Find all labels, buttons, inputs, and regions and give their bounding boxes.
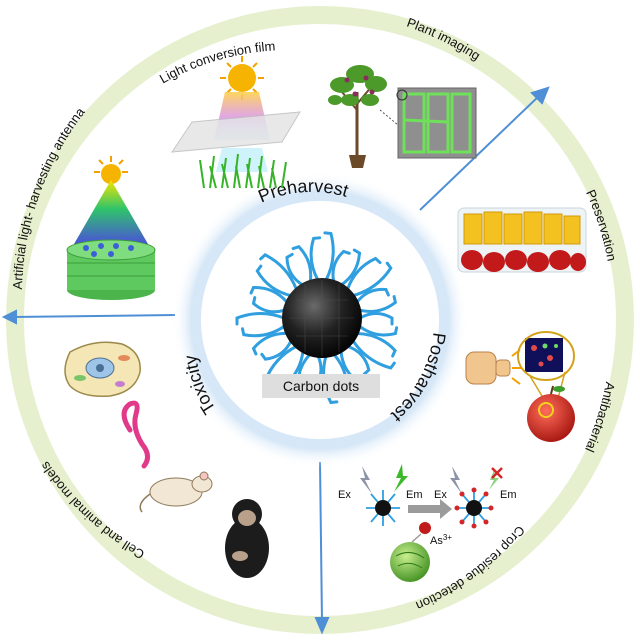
lightning-em-right (489, 470, 499, 490)
zoom-ellipse (517, 331, 575, 381)
lightning-em-left (394, 464, 408, 492)
cabbage-icon (390, 542, 430, 582)
potted-tree (328, 65, 387, 168)
antenna-sun-icon (94, 156, 128, 184)
ligand-strand (251, 296, 287, 314)
grass (199, 153, 287, 189)
ligand-strand (351, 338, 396, 370)
bacteria-image (525, 338, 563, 372)
em-right-label: Em (500, 489, 517, 501)
worm-icon (121, 400, 150, 469)
light-harvesting-antenna-illustration (66, 156, 156, 300)
cell-icon (64, 341, 141, 398)
ligand-strand (260, 338, 293, 361)
chimpanzee-icon (225, 499, 269, 578)
ligand-strand (309, 236, 322, 282)
antibacterial-illustration (465, 331, 575, 442)
ligand-strand (339, 248, 362, 287)
ligand-strand (331, 249, 351, 284)
em-left-label: Em (406, 489, 423, 501)
ligand-strand (351, 261, 393, 298)
ligand-strand (355, 287, 390, 305)
quench-x-icon (491, 467, 503, 479)
microscopy-image (397, 87, 477, 159)
antenna-stack (66, 239, 156, 300)
cell-and-animal-models-label: Cell and animal models (37, 459, 147, 563)
apple-icon (527, 394, 575, 442)
core-facets (290, 280, 354, 356)
arrowhead-down (314, 617, 330, 635)
fist-icon (465, 349, 522, 385)
ligand-strand (358, 312, 394, 326)
ligand-strand (345, 256, 382, 292)
ligand-strand (355, 331, 397, 358)
ligand-strands (235, 231, 399, 405)
ex-left-label: Ex (338, 489, 351, 501)
inner-disk-edge (191, 191, 449, 449)
ligand-strand (291, 244, 313, 284)
arrow-upper-right (419, 94, 541, 211)
center-label-box (262, 374, 380, 398)
arsenic-ion (419, 522, 431, 534)
ligand-strand (323, 231, 335, 282)
arrow-down (319, 461, 323, 623)
ligand-strand (259, 253, 299, 292)
center-label: Carbon dots (283, 378, 359, 394)
film-sheet (171, 111, 301, 153)
ligand-strand (357, 295, 398, 313)
lightning-ex-right (450, 466, 462, 494)
arsenic-ion-label: As3+ (430, 533, 452, 548)
ex-right-label: Ex (434, 489, 447, 501)
ligand-strand (255, 264, 293, 298)
ligand-strand (235, 312, 286, 326)
ligand-strand (249, 285, 289, 305)
lightning-ex-left (360, 466, 372, 494)
crop-residue-detection-scheme: Ex Em Ex Em As3+ (338, 464, 517, 582)
reaction-arrow (408, 499, 452, 519)
light-conversion-film-illustration (171, 56, 301, 189)
section-arrows (1, 86, 550, 635)
ligand-strand (357, 324, 399, 337)
plant-imaging-illustration (328, 65, 477, 168)
ligand-strand (251, 331, 289, 356)
arrowhead-left (1, 309, 17, 325)
ligand-strand (285, 252, 305, 287)
ligand-strand (241, 324, 287, 338)
mouse-icon (139, 471, 213, 513)
arrow-left (11, 314, 176, 318)
preservation-illustration (457, 207, 587, 273)
arrowhead-upper-right (530, 86, 550, 105)
cell-and-animal-models-illustration (64, 341, 269, 578)
ligand-strand (345, 344, 371, 376)
